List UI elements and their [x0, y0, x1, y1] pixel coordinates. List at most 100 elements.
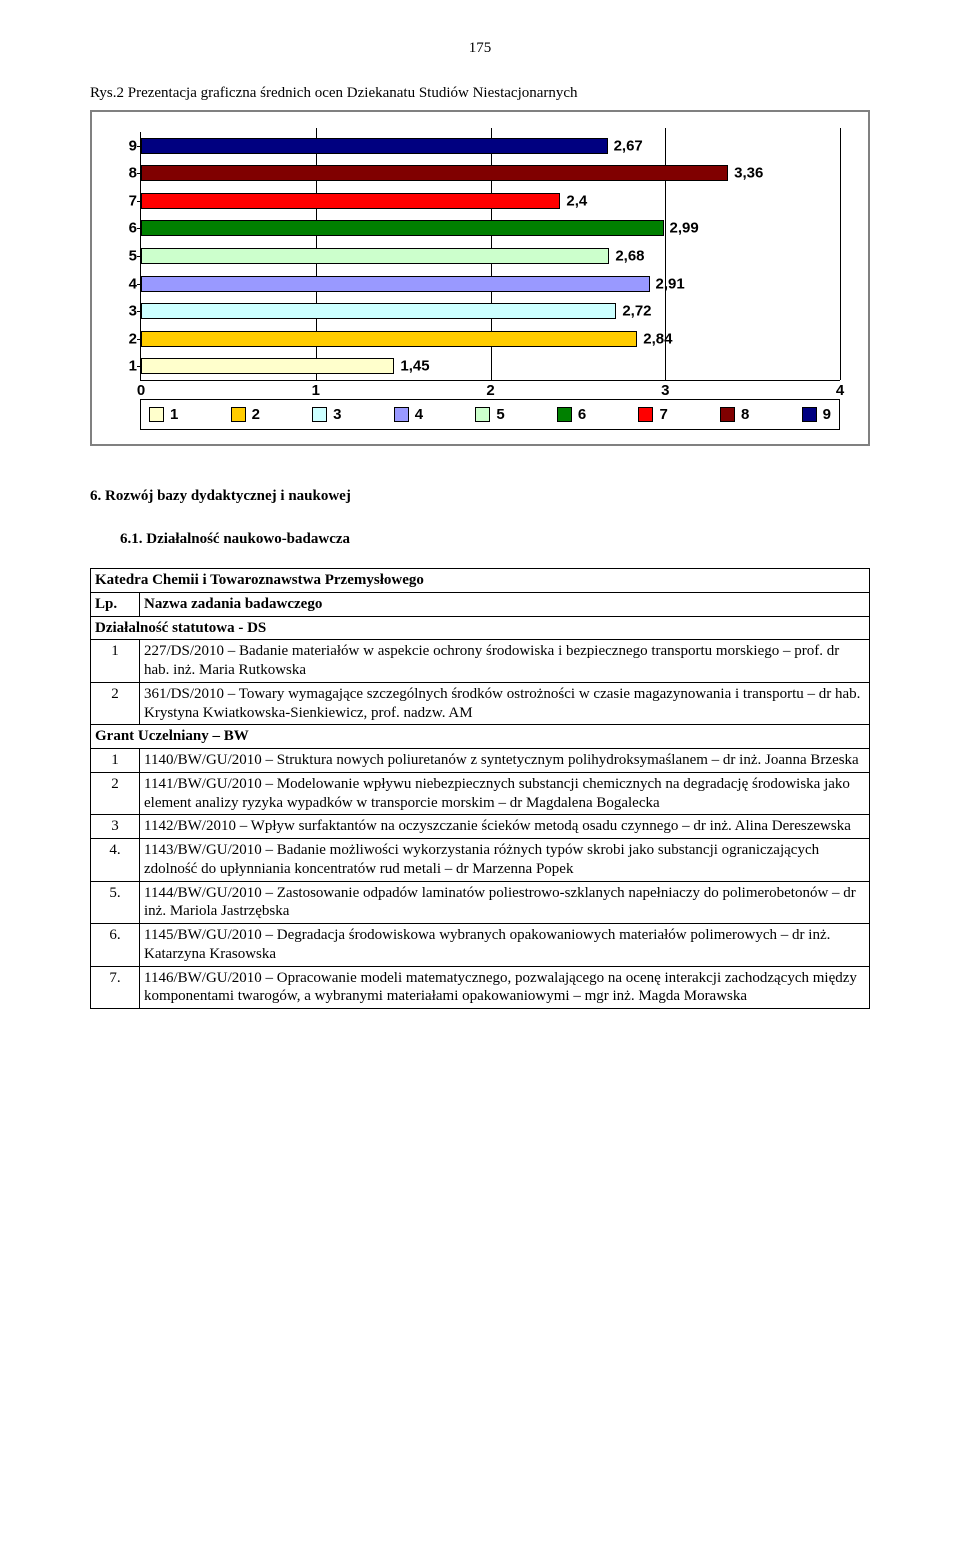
chart-bar: [141, 220, 664, 236]
legend-swatch: [557, 407, 572, 422]
legend-item: 6: [557, 406, 586, 423]
legend-item: 4: [394, 406, 423, 423]
cell-text: 1145/BW/GU/2010 – Degradacja środowiskow…: [140, 924, 870, 967]
chart-plot-area: 123456789012341,452,842,722,912,682,992,…: [140, 132, 840, 381]
table-header-name: Nazwa zadania badawczego: [140, 592, 870, 616]
table-row: 5.1144/BW/GU/2010 – Zastosowanie odpadów…: [91, 881, 870, 924]
table-row: 11140/BW/GU/2010 – Struktura nowych poli…: [91, 749, 870, 773]
bar-value-label: 2,4: [566, 192, 587, 209]
bar-value-label: 2,99: [670, 220, 699, 237]
page-number: 175: [90, 40, 870, 57]
table-row: 21141/BW/GU/2010 – Modelowanie wpływu ni…: [91, 772, 870, 815]
x-tick-label: 0: [137, 382, 145, 399]
legend-swatch: [394, 407, 409, 422]
cell-lp: 7.: [91, 966, 140, 1009]
y-tick-label: 6: [111, 220, 137, 237]
y-tick-label: 9: [111, 137, 137, 154]
y-tick-label: 4: [111, 275, 137, 292]
chart-bar: [141, 248, 609, 264]
section-bw-row: Grant Uczelniany – BW: [91, 725, 870, 749]
legend-item: 1: [149, 406, 178, 423]
table-title-row: Katedra Chemii i Towaroznawstwa Przemysł…: [91, 569, 870, 593]
bar-value-label: 2,67: [614, 137, 643, 154]
legend-swatch: [231, 407, 246, 422]
chart-caption: Rys.2 Prezentacja graficzna średnich oce…: [90, 85, 870, 102]
chart-bar: [141, 165, 728, 181]
table-header-row: Lp. Nazwa zadania badawczego: [91, 592, 870, 616]
table-row: 31142/BW/2010 – Wpływ surfaktantów na oc…: [91, 815, 870, 839]
chart-container: 123456789012341,452,842,722,912,682,992,…: [90, 110, 870, 446]
cell-lp: 1: [91, 640, 140, 683]
cell-text: 1144/BW/GU/2010 – Zastosowanie odpadów l…: [140, 881, 870, 924]
chart-legend: 1 2 3 4 5 6 7 8 9: [140, 399, 840, 430]
cell-text: 361/DS/2010 – Towary wymagające szczegól…: [140, 682, 870, 725]
x-gridline: [840, 128, 841, 380]
y-tick-label: 1: [111, 358, 137, 375]
section-ds-row: Działalność statutowa - DS: [91, 616, 870, 640]
legend-item: 2: [231, 406, 260, 423]
y-tick-label: 2: [111, 330, 137, 347]
bar-value-label: 2,72: [622, 303, 651, 320]
bar-value-label: 2,91: [656, 275, 685, 292]
cell-lp: 3: [91, 815, 140, 839]
cell-lp: 2: [91, 682, 140, 725]
x-tick-label: 2: [486, 382, 494, 399]
legend-label: 4: [415, 406, 423, 423]
section-bw-label: Grant Uczelniany – BW: [91, 725, 870, 749]
legend-item: 8: [720, 406, 749, 423]
legend-swatch: [638, 407, 653, 422]
legend-label: 2: [252, 406, 260, 423]
legend-swatch: [802, 407, 817, 422]
chart-bar: [141, 303, 616, 319]
chart-bar: [141, 193, 560, 209]
table-row: 4.1143/BW/GU/2010 – Badanie możliwości w…: [91, 839, 870, 882]
table-row: 2361/DS/2010 – Towary wymagające szczegó…: [91, 682, 870, 725]
cell-lp: 1: [91, 749, 140, 773]
y-tick-label: 7: [111, 192, 137, 209]
cell-lp: 2: [91, 772, 140, 815]
page: 175 Rys.2 Prezentacja graficzna średnich…: [0, 0, 960, 1049]
legend-label: 5: [496, 406, 504, 423]
legend-label: 3: [333, 406, 341, 423]
legend-item: 9: [802, 406, 831, 423]
table-title: Katedra Chemii i Towaroznawstwa Przemysł…: [91, 569, 870, 593]
cell-lp: 6.: [91, 924, 140, 967]
legend-label: 7: [659, 406, 667, 423]
legend-label: 8: [741, 406, 749, 423]
legend-label: 9: [823, 406, 831, 423]
chart-bar: [141, 138, 608, 154]
table-row: 7.1146/BW/GU/2010 – Opracowanie modeli m…: [91, 966, 870, 1009]
y-tick-label: 8: [111, 165, 137, 182]
y-tick-label: 3: [111, 303, 137, 320]
table-header-lp: Lp.: [91, 592, 140, 616]
legend-swatch: [720, 407, 735, 422]
cell-text: 1146/BW/GU/2010 – Opracowanie modeli mat…: [140, 966, 870, 1009]
bar-value-label: 2,84: [643, 330, 672, 347]
bar-value-label: 2,68: [615, 248, 644, 265]
table-row: 1227/DS/2010 – Badanie materiałów w aspe…: [91, 640, 870, 683]
legend-swatch: [312, 407, 327, 422]
cell-text: 1140/BW/GU/2010 – Struktura nowych poliu…: [140, 749, 870, 773]
cell-text: 227/DS/2010 – Badanie materiałów w aspek…: [140, 640, 870, 683]
heading-6: 6. Rozwój bazy dydaktycznej i naukowej: [90, 488, 870, 505]
bar-value-label: 3,36: [734, 165, 763, 182]
legend-label: 1: [170, 406, 178, 423]
y-tick-label: 5: [111, 248, 137, 265]
bar-value-label: 1,45: [400, 358, 429, 375]
research-table: Katedra Chemii i Towaroznawstwa Przemysł…: [90, 568, 870, 1009]
legend-swatch: [475, 407, 490, 422]
section-ds-label: Działalność statutowa - DS: [91, 616, 870, 640]
x-tick-label: 1: [312, 382, 320, 399]
x-tick-label: 3: [661, 382, 669, 399]
cell-lp: 5.: [91, 881, 140, 924]
legend-item: 7: [638, 406, 667, 423]
legend-label: 6: [578, 406, 586, 423]
cell-lp: 4.: [91, 839, 140, 882]
legend-swatch: [149, 407, 164, 422]
legend-item: 3: [312, 406, 341, 423]
x-tick-label: 4: [836, 382, 844, 399]
legend-item: 5: [475, 406, 504, 423]
chart-bar: [141, 276, 650, 292]
cell-text: 1141/BW/GU/2010 – Modelowanie wpływu nie…: [140, 772, 870, 815]
heading-6-1: 6.1. Działalność naukowo-badawcza: [120, 531, 870, 548]
